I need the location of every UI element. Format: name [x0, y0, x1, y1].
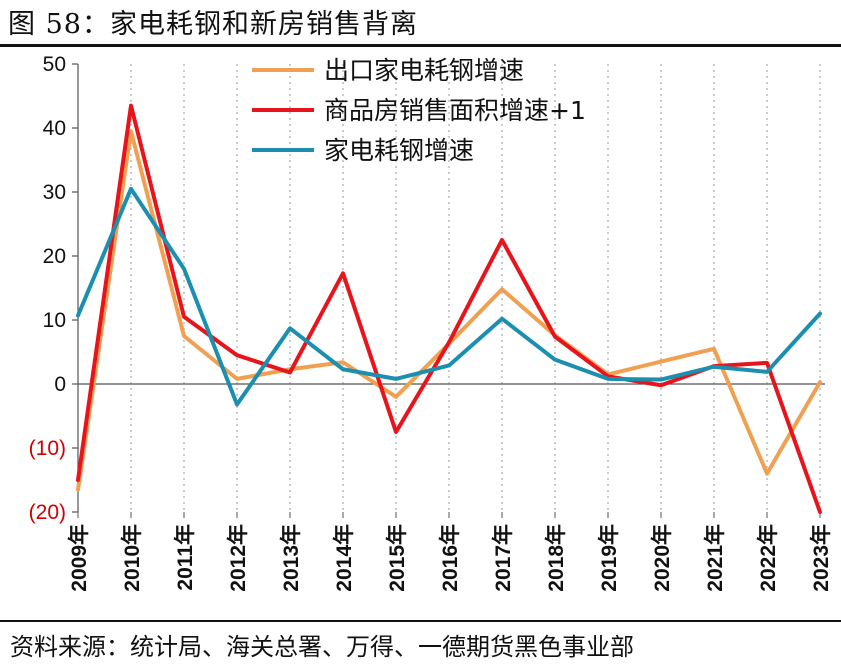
legend-label-3: 家电耗钢增速 — [324, 136, 474, 165]
y-tick-label: 0 — [54, 373, 66, 396]
x-tick-label: 2015年 — [385, 524, 409, 592]
x-tick-label: 2016年 — [438, 524, 462, 592]
y-tick-label: 20 — [43, 245, 66, 268]
x-tick-label: 2018年 — [544, 524, 568, 592]
line-chart: 50 40 30 20 10 0 (10) (20)2009年 2010年 2011年 2012年 2… — [29, 53, 833, 592]
source-note: 资料来源：统计局、海关总署、万得、一德期货黑色事业部 — [10, 633, 634, 661]
y-tick-label: (20) — [29, 501, 66, 524]
y-tick-label: 10 — [43, 309, 66, 332]
x-tick-label: 2020年 — [650, 524, 674, 592]
figure-title: 图 58：家电耗钢和新房销售背离 — [8, 9, 418, 40]
x-tick-label: 2012年 — [226, 524, 250, 592]
y-tick-label: (10) — [29, 437, 66, 460]
x-tick-label: 2017年 — [491, 524, 515, 592]
legend-label-2: 商品房销售面积增速+1 — [324, 96, 586, 125]
bottom-rule — [0, 620, 841, 622]
series-lines — [76, 103, 822, 514]
x-tick-label: 2010年 — [120, 524, 144, 592]
grid-lines — [130, 64, 821, 512]
y-tick-label: 40 — [43, 117, 66, 140]
axes — [72, 63, 825, 518]
x-tick-label: 2021年 — [703, 524, 727, 592]
y-tick-label: 50 — [43, 53, 66, 76]
x-tick-label: 2019年 — [597, 524, 621, 592]
legend-label-1: 出口家电耗钢增速 — [324, 56, 524, 85]
x-tick-label: 2014年 — [332, 524, 356, 592]
x-tick-label: 2013年 — [279, 524, 303, 592]
x-tick-label: 2022年 — [756, 524, 780, 592]
x-tick-label: 2011年 — [173, 524, 197, 591]
title-rule — [0, 44, 841, 47]
x-tick-label: 2009年 — [67, 524, 91, 592]
y-tick-label: 30 — [43, 181, 66, 204]
tick-labels: 50 40 30 20 10 0 (10) (20)2009年 2010年 2011年 2012年 2… — [29, 53, 833, 592]
x-tick-label: 2023年 — [809, 524, 833, 592]
